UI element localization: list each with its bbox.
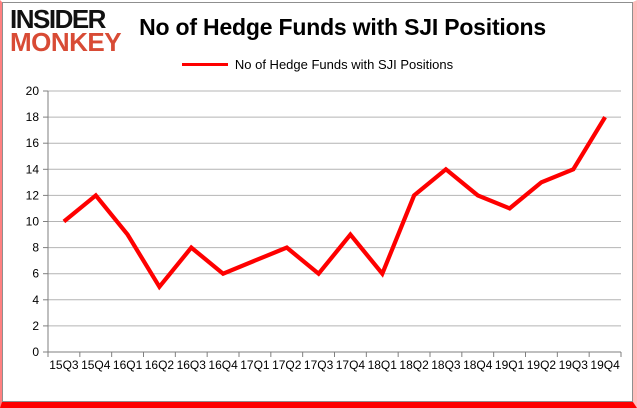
x-tick-label: 16Q3: [177, 358, 207, 372]
x-tick-label: 19Q3: [559, 358, 589, 372]
y-tick-label: 6: [32, 267, 39, 281]
chart-panel: INSIDER MONKEY No of Hedge Funds with SJ…: [2, 2, 633, 402]
x-tick-label: 15Q4: [81, 358, 111, 372]
y-tick-label: 8: [32, 241, 39, 255]
y-tick-label: 14: [26, 162, 40, 176]
chart-legend: No of Hedge Funds with SJI Positions: [3, 57, 632, 72]
y-tick-label: 12: [26, 188, 40, 202]
x-tick-label: 19Q1: [495, 358, 525, 372]
y-tick-label: 4: [32, 293, 39, 307]
x-ticks: 15Q3 15Q4 16Q1 16Q2 16Q3 16Q4 17Q1 17Q2 17Q3 17Q4…: [47, 352, 622, 372]
x-tick-label: 19Q2: [527, 358, 557, 372]
x-tick-label: 16Q2: [145, 358, 175, 372]
logo-insider-text: INSIDER: [10, 4, 106, 34]
legend-label: No of Hedge Funds with SJI Positions: [234, 57, 454, 72]
logo-monkey-text: MONKEY: [10, 26, 122, 57]
insider-monkey-logo: INSIDER MONKEY: [10, 4, 122, 57]
y-tick-label: 20: [26, 84, 40, 98]
legend-line-swatch: [181, 63, 228, 66]
y-tick-label: 16: [26, 136, 40, 150]
x-tick-label: 18Q2: [399, 358, 429, 372]
y-ticks: 0 2 4 6 8 10 12 14 16 18 20: [26, 84, 48, 359]
x-tick-label: 16Q4: [208, 358, 238, 372]
y-gridlines: [48, 90, 621, 327]
y-tick-label: 10: [26, 215, 40, 229]
x-tick-label: 19Q4: [590, 358, 620, 372]
x-tick-label: 17Q4: [336, 358, 366, 372]
x-tick-label: 15Q3: [49, 358, 79, 372]
series-line: [62, 116, 607, 291]
x-tick-label: 17Q1: [240, 358, 270, 372]
x-tick-label: 18Q4: [463, 358, 493, 372]
x-tick-label: 17Q3: [304, 358, 334, 372]
line-chart: 0 2 4 6 8 10 12 14 16 18 20 15Q3 15Q4 16Q1 16Q2 16Q3 16Q…: [26, 84, 622, 372]
y-tick-label: 2: [32, 319, 39, 333]
chart-title: No of Hedge Funds with SJI Positions: [139, 14, 546, 40]
x-tick-label: 18Q3: [431, 358, 461, 372]
x-tick-label: 17Q2: [272, 358, 302, 372]
y-tick-label: 18: [26, 110, 40, 124]
x-tick-label: 16Q1: [113, 358, 143, 372]
y-tick-label: 0: [32, 345, 39, 359]
x-tick-label: 18Q1: [368, 358, 398, 372]
